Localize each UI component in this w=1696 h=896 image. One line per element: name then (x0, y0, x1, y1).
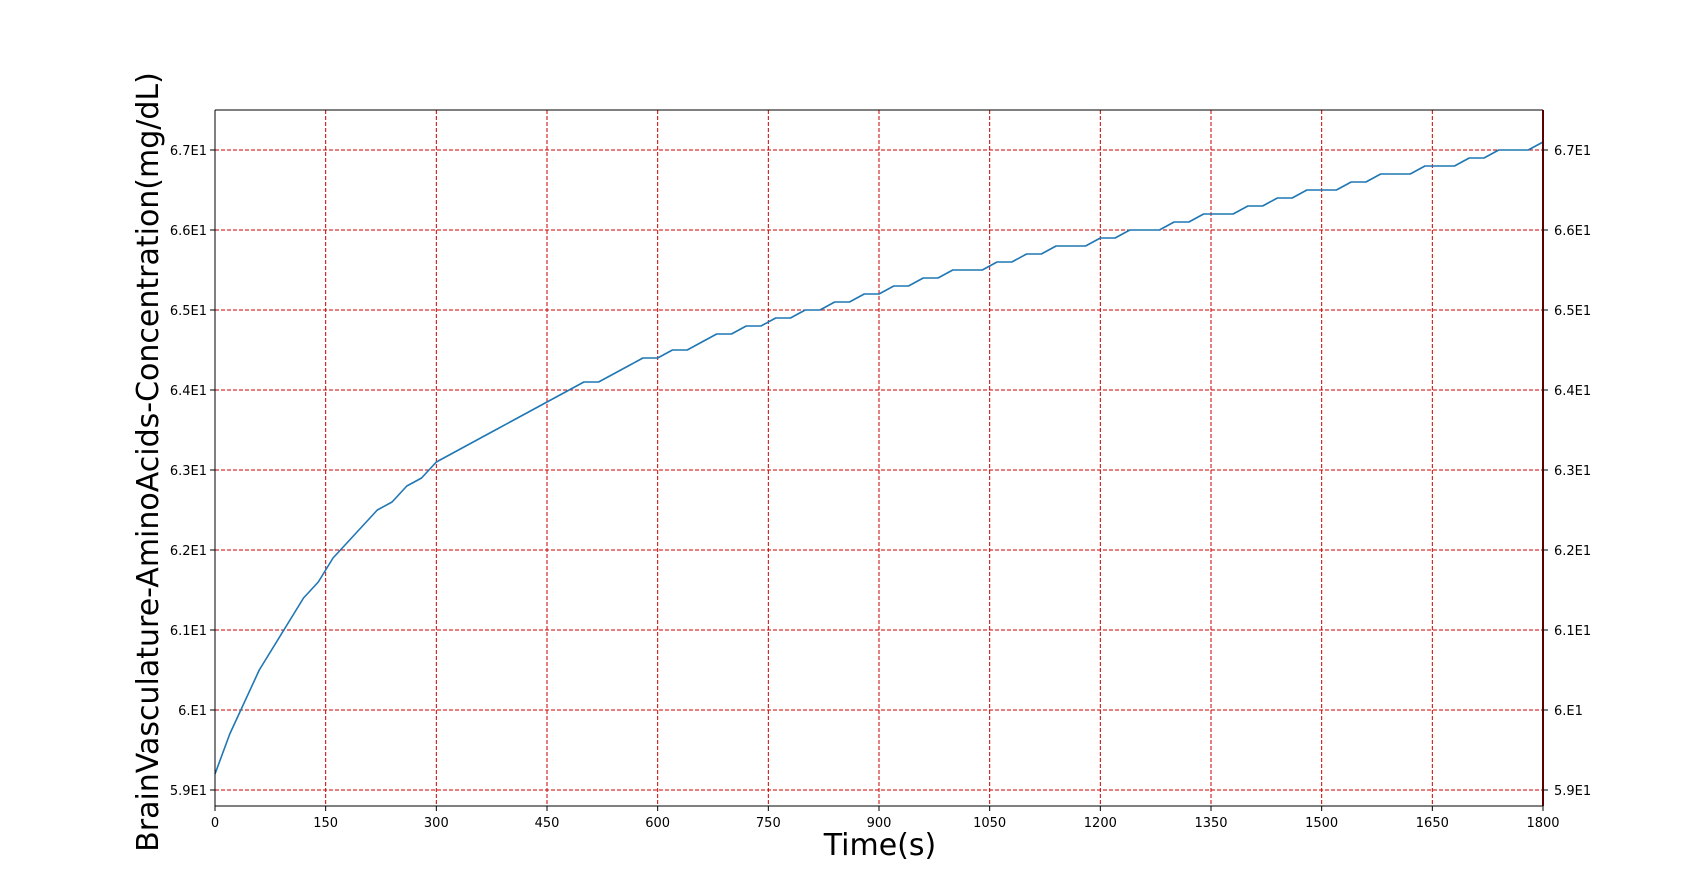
y-tick-label-left: 6.E1 (178, 704, 207, 719)
series-line (214, 141, 1544, 775)
y-tick-label-left: 5.9E1 (170, 784, 207, 799)
y-tick-label-left: 6.3E1 (170, 464, 207, 479)
y-tick-label-left: 6.5E1 (170, 304, 207, 319)
y-tick-label-left: 6.7E1 (170, 144, 207, 159)
y-tick-label-right: 5.9E1 (1554, 784, 1591, 799)
x-tick-label: 750 (756, 816, 781, 831)
x-tick-label: 150 (313, 816, 338, 831)
x-tick-label: 1650 (1416, 816, 1449, 831)
x-tick-label: 900 (867, 816, 892, 831)
x-tick-label: 450 (535, 816, 560, 831)
y-tick-label-right: 6.2E1 (1554, 544, 1591, 559)
y-tick-label-right: 6.4E1 (1554, 384, 1591, 399)
y-tick-label-right: 6.1E1 (1554, 624, 1591, 639)
series-layer (214, 141, 1544, 775)
x-tick-label: 0 (211, 816, 219, 831)
y-tick-label-right: 6.6E1 (1554, 224, 1591, 239)
ticks: 0 150 300 450 600 750 900 1050 1200 1350 1500 1650 1… (170, 144, 1591, 831)
grid (214, 110, 1544, 806)
y-axis-label: BrainVasculature-AminoAcids-Concentratio… (131, 72, 166, 852)
y-tick-label-right: 6.7E1 (1554, 144, 1591, 159)
y-tick-label-right: 6.E1 (1554, 704, 1583, 719)
y-tick-label-left: 6.4E1 (170, 384, 207, 399)
y-tick-label-left: 6.2E1 (170, 544, 207, 559)
x-axis-label: Time(s) (823, 828, 936, 863)
y-tick-label-left: 6.1E1 (170, 624, 207, 639)
x-tick-label: 1050 (973, 816, 1006, 831)
y-tick-label-right: 6.3E1 (1554, 464, 1591, 479)
y-tick-label-left: 6.6E1 (170, 224, 207, 239)
y-tick-label-right: 6.5E1 (1554, 304, 1591, 319)
x-tick-label: 1500 (1305, 816, 1338, 831)
x-tick-label: 1800 (1526, 816, 1559, 831)
x-tick-label: 300 (424, 816, 449, 831)
x-tick-label: 1350 (1194, 816, 1227, 831)
x-tick-label: 1200 (1084, 816, 1117, 831)
x-tick-label: 600 (645, 816, 670, 831)
